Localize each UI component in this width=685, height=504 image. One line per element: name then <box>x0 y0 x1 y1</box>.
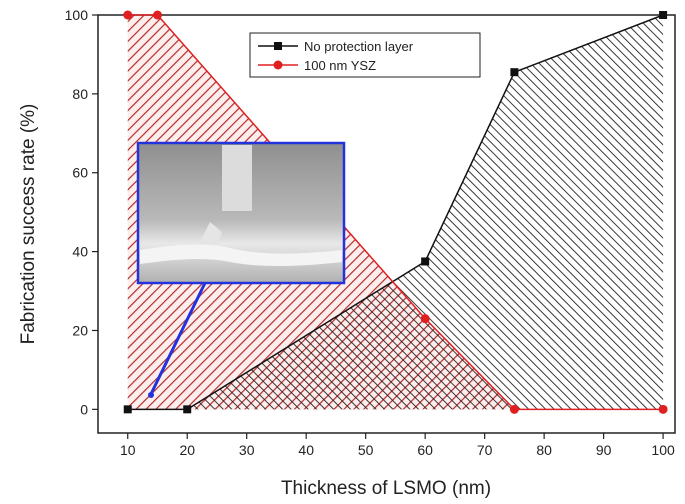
y-axis-title: Fabrication success rate (%) <box>18 104 39 345</box>
marker <box>659 11 668 19</box>
marker <box>152 10 162 20</box>
legend-marker <box>274 42 282 50</box>
area <box>127 15 664 410</box>
x-tick-label: 80 <box>536 442 552 458</box>
frame: 10 20 30 40 50 60 70 80 90 100 0 20 40 60 80 100 <box>65 7 676 458</box>
y-tick-label: 40 <box>72 244 88 260</box>
marker <box>421 257 430 266</box>
x-tick-label: 20 <box>179 442 195 458</box>
marker <box>420 314 430 324</box>
marker <box>123 405 132 414</box>
marks <box>123 10 668 414</box>
inset-pointer <box>149 282 207 395</box>
x-tick-label: 40 <box>298 442 314 458</box>
y-tick-label: 20 <box>72 322 88 338</box>
plot-frame <box>97 14 676 434</box>
legend-marker <box>273 60 283 70</box>
x-tick-label: 50 <box>358 442 374 458</box>
inset-pointer-dot <box>148 392 154 398</box>
marker <box>123 10 133 20</box>
marker <box>509 404 519 414</box>
y-tick-label: 60 <box>72 165 88 181</box>
area <box>127 15 664 410</box>
x-tick-label: 90 <box>596 442 612 458</box>
areas <box>127 15 664 410</box>
x-tick-label: 10 <box>120 442 136 458</box>
x-tick-label: 70 <box>477 442 493 458</box>
inset-image <box>136 141 346 398</box>
inset-film <box>140 244 342 266</box>
legend-box <box>249 32 481 78</box>
inset-probe <box>222 145 252 211</box>
x-axis-title: Thickness of LSMO (nm) <box>281 478 491 499</box>
x-tick-label: 30 <box>239 442 255 458</box>
y-tick-label: 0 <box>80 401 88 417</box>
legend-label: No protection layer <box>304 39 414 54</box>
x-tick-label: 60 <box>417 442 433 458</box>
marker <box>658 404 668 414</box>
legend-label: 100 nm YSZ <box>304 58 376 73</box>
marker <box>510 68 519 77</box>
y-tick-label: 100 <box>65 7 89 23</box>
marker <box>183 405 192 414</box>
legend: No protection layer 100 nm YSZ <box>249 32 481 78</box>
x-tick-label: 100 <box>651 442 675 458</box>
y-tick-label: 80 <box>72 86 88 102</box>
